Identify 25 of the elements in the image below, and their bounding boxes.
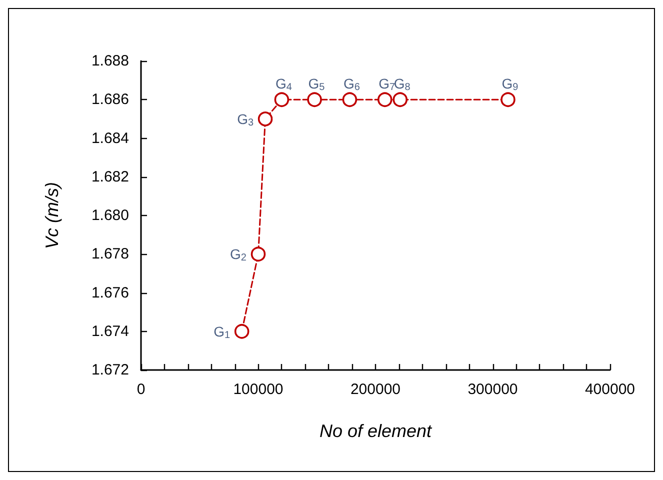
y-tick-label: 1.684 xyxy=(91,130,129,147)
x-tick-label: 0 xyxy=(136,381,146,398)
y-tick-label: 1.678 xyxy=(91,246,129,263)
point xyxy=(258,112,273,126)
point xyxy=(377,92,392,108)
x-tick-label: 200000 xyxy=(350,381,401,398)
point xyxy=(342,92,358,108)
x-tick-label: 400000 xyxy=(584,381,636,398)
point xyxy=(500,92,516,108)
y-axis-title: Vc (m/s) xyxy=(42,182,62,249)
point xyxy=(392,92,408,108)
y-tick-label: 1.672 xyxy=(91,362,129,378)
point xyxy=(307,92,322,108)
x-tick-label: 300000 xyxy=(468,381,518,398)
y-tick-label: 1.682 xyxy=(91,168,129,186)
x-axis-title: No of element xyxy=(319,421,433,441)
y-tick-label: 1.680 xyxy=(91,207,129,224)
y-tick-label: 1.686 xyxy=(91,91,129,108)
point xyxy=(250,246,266,262)
y-tick-label: 1.676 xyxy=(91,284,129,302)
point xyxy=(234,324,250,339)
x-tick-label: 100000 xyxy=(233,381,284,398)
point xyxy=(274,92,290,108)
y-tick-label: 1.674 xyxy=(91,322,129,340)
y-tick-label: 1.688 xyxy=(91,52,129,70)
